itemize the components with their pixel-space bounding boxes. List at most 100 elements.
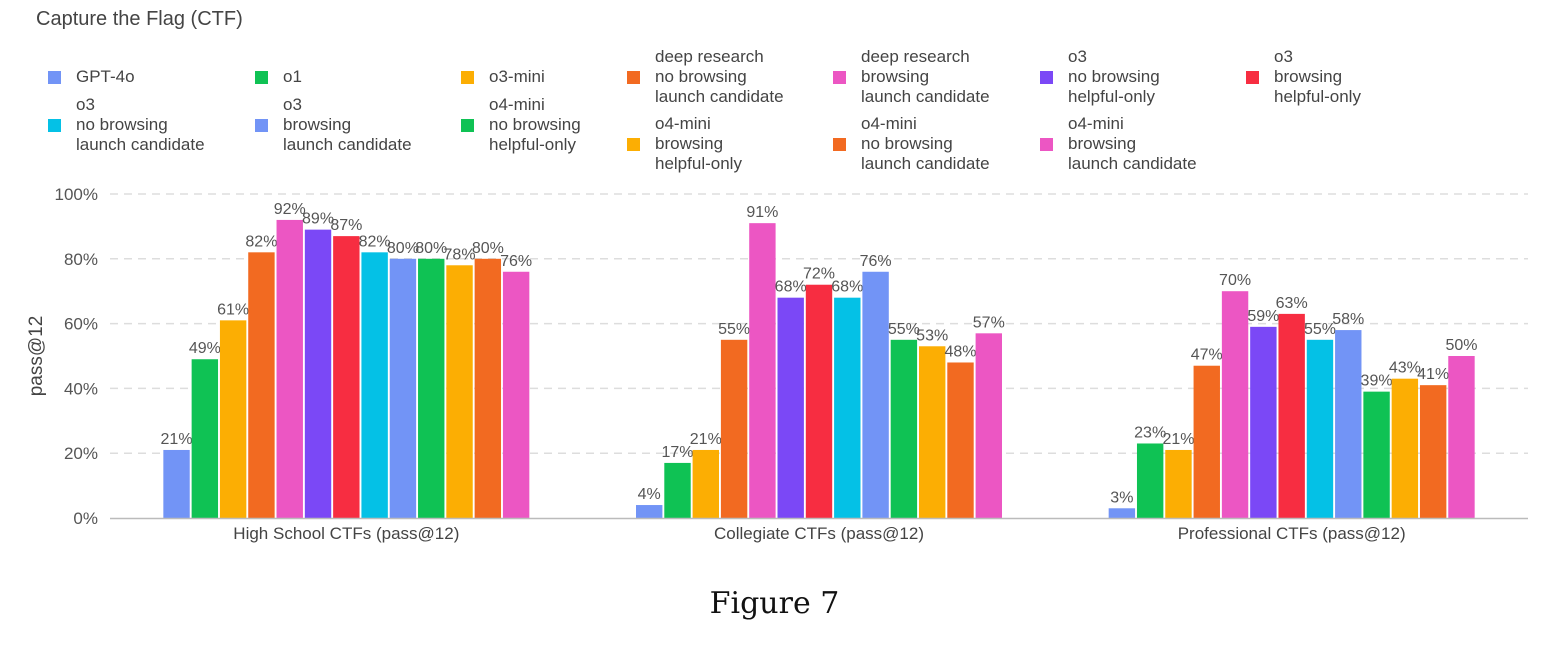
data-label: 89%: [302, 211, 334, 228]
data-label: 68%: [831, 279, 863, 296]
data-label: 61%: [217, 301, 249, 318]
chart-title: Capture the Flag (CTF): [36, 8, 243, 30]
data-label: 87%: [330, 217, 362, 234]
bar: [502, 271, 530, 518]
legend-swatch: [48, 71, 61, 84]
bar: [1363, 391, 1390, 518]
bar: [975, 333, 1002, 518]
bar: [1108, 508, 1136, 518]
bar: [1391, 378, 1419, 518]
bar: [219, 320, 247, 518]
legend-label: o3 browsing helpful-only: [1274, 47, 1361, 106]
bar: [474, 258, 502, 518]
bar: [418, 258, 445, 518]
data-label: 41%: [1417, 366, 1449, 383]
data-label: 48%: [944, 343, 976, 360]
data-label: 39%: [1361, 373, 1393, 390]
legend-label: deep research browsing launch candidate: [861, 47, 990, 106]
data-label: 82%: [245, 233, 277, 250]
data-label: 92%: [274, 201, 306, 218]
data-label: 21%: [161, 431, 193, 448]
y-tick-label: 0%: [73, 509, 98, 528]
bar: [389, 258, 417, 518]
legend-label: o4-mini no browsing launch candidate: [861, 114, 990, 173]
legend-item: o3 browsing launch candidate: [255, 95, 412, 155]
legend: GPT-4o o1 o3-mini deep research no browsing…: [0, 0, 1549, 190]
legend-item: o3 no browsing launch candidate: [48, 95, 205, 155]
data-label: 58%: [1332, 311, 1364, 328]
legend-swatch: [255, 71, 268, 84]
bar: [1419, 385, 1447, 518]
legend-swatch: [461, 71, 474, 84]
data-label: 82%: [359, 233, 391, 250]
legend-item: o3 browsing helpful-only: [1246, 47, 1361, 107]
data-label: 21%: [1162, 431, 1194, 448]
y-tick-label: 60%: [64, 315, 98, 334]
x-tick-label: Collegiate CTFs (pass@12): [714, 524, 924, 543]
y-tick-label: 100%: [55, 185, 98, 204]
legend-swatch: [1040, 71, 1053, 84]
bar: [276, 219, 303, 519]
data-label: 4%: [638, 486, 661, 503]
data-label: 3%: [1110, 489, 1133, 506]
bar: [720, 339, 748, 518]
legend-swatch: [833, 71, 846, 84]
legend-label: o3 no browsing helpful-only: [1068, 47, 1160, 106]
data-label: 43%: [1389, 360, 1421, 377]
legend-label: deep research no browsing launch candida…: [655, 47, 784, 106]
bar: [1221, 291, 1249, 518]
legend-swatch: [255, 119, 268, 132]
legend-swatch: [1246, 71, 1259, 84]
data-label: 55%: [888, 321, 920, 338]
data-label: 53%: [916, 327, 948, 344]
data-label: 55%: [1304, 321, 1336, 338]
bar: [805, 284, 833, 518]
bar: [1136, 443, 1164, 518]
bar: [919, 346, 946, 518]
legend-item: o3-mini: [461, 67, 545, 87]
bar: [1335, 330, 1362, 518]
data-label: 76%: [860, 253, 892, 270]
data-label: 59%: [1247, 308, 1279, 325]
legend-item: GPT-4o: [48, 67, 135, 87]
legend-label: o4-mini no browsing helpful-only: [489, 95, 581, 154]
legend-swatch: [461, 119, 474, 132]
bar: [446, 265, 473, 518]
legend-swatch: [627, 71, 640, 84]
data-label: 21%: [690, 431, 722, 448]
legend-item: o3 no browsing helpful-only: [1040, 47, 1160, 107]
bar: [749, 223, 776, 518]
data-label: 80%: [415, 240, 447, 257]
y-axis-label: pass@12: [26, 316, 47, 397]
legend-item: o4-mini no browsing helpful-only: [461, 95, 581, 155]
legend-item: o4-mini no browsing launch candidate: [833, 114, 990, 174]
bar: [1448, 356, 1475, 518]
bar: [1193, 365, 1220, 518]
x-tick-label: Professional CTFs (pass@12): [1178, 524, 1406, 543]
figure-caption: Figure 7: [709, 586, 840, 621]
bar-chart: 0% 20% 40% 60% 80% 100% pass@12 21% 49% 61% 82% 92%…: [26, 185, 1528, 543]
legend-item: o4-mini browsing helpful-only: [627, 114, 742, 174]
bar: [636, 505, 663, 518]
bar: [664, 462, 691, 518]
data-label: 57%: [973, 314, 1005, 331]
bar: [834, 297, 861, 518]
data-label: 80%: [387, 240, 419, 257]
data-label: 68%: [775, 279, 807, 296]
data-label: 49%: [189, 340, 221, 357]
y-tick-label: 20%: [64, 444, 98, 463]
data-label: 70%: [1219, 272, 1251, 289]
bar: [862, 271, 889, 518]
legend-label: o3-mini: [489, 67, 545, 86]
bar: [1250, 326, 1277, 518]
bar: [777, 297, 804, 518]
bar: [947, 362, 974, 518]
data-label: 55%: [718, 321, 750, 338]
legend-label: o3 browsing launch candidate: [283, 95, 412, 154]
data-label: 47%: [1191, 347, 1223, 364]
legend-item: deep research browsing launch candidate: [833, 47, 990, 107]
y-tick-label: 40%: [64, 379, 98, 398]
data-label: 72%: [803, 266, 835, 283]
bar: [333, 236, 360, 518]
x-tick-label: High School CTFs (pass@12): [233, 524, 459, 543]
